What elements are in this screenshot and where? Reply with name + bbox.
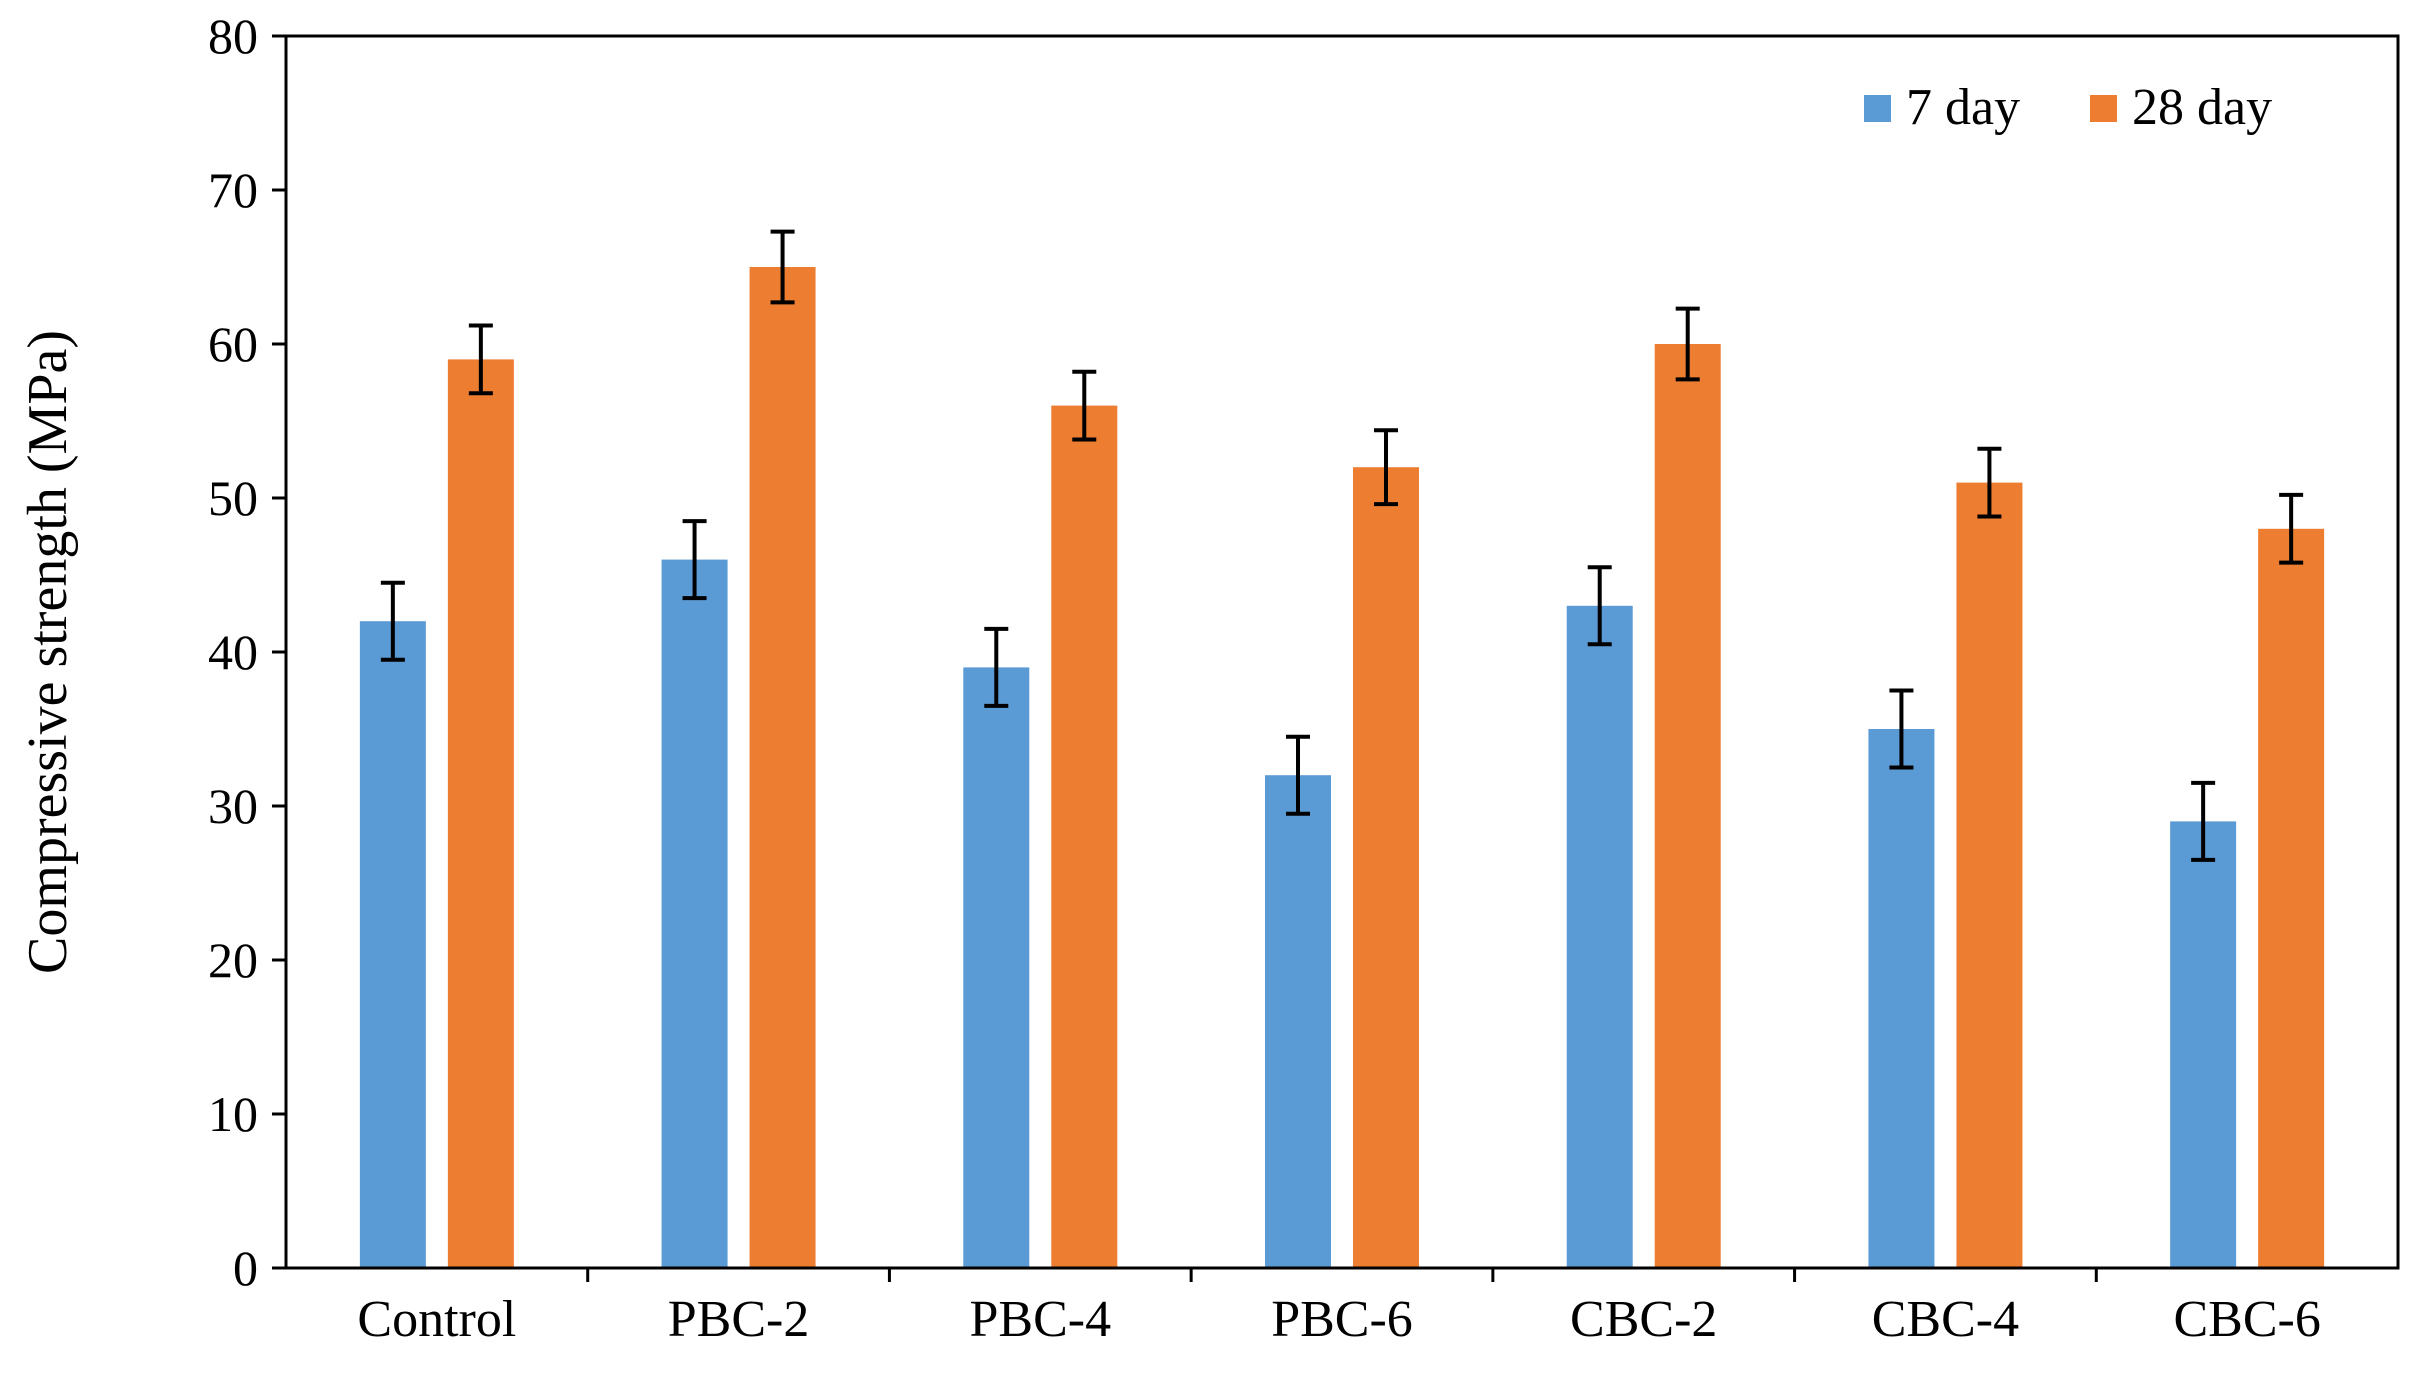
bar-7day <box>963 667 1030 1268</box>
bar-7day <box>1566 605 1633 1268</box>
x-tick-label: CBC-6 <box>2173 1291 2320 1348</box>
legend-swatch-28day <box>2090 95 2117 122</box>
legend: 7 day 28 day <box>1864 79 2272 136</box>
y-tick-label: 40 <box>208 624 258 680</box>
axes-layer <box>272 34 2400 1282</box>
y-tick-label: 0 <box>233 1240 258 1296</box>
bar-28day <box>2258 528 2325 1268</box>
x-tick-label: CBC-4 <box>1872 1291 2019 1348</box>
bars-layer <box>359 267 2325 1269</box>
y-tick-label: 80 <box>208 8 258 64</box>
bar-7day <box>1265 775 1331 1268</box>
bar-28day <box>1353 467 1419 1268</box>
plot-frame <box>284 34 2400 1270</box>
legend-swatch-7day <box>1864 95 1891 122</box>
bar-28day <box>1956 482 2023 1269</box>
x-tick-label: PBC-6 <box>1271 1291 1413 1348</box>
bar-7day <box>2170 821 2237 1268</box>
bar-28day <box>1051 405 1118 1269</box>
bar-7day <box>661 559 728 1268</box>
x-tick-label: CBC-2 <box>1570 1291 1717 1348</box>
legend-label-7day: 7 day <box>1906 79 2020 136</box>
bar-7day <box>1868 729 1935 1268</box>
y-tick-label: 30 <box>208 778 258 834</box>
x-tick-label: PBC-2 <box>668 1291 810 1348</box>
y-tick-label: 60 <box>208 316 258 372</box>
y-tick-label: 50 <box>208 470 258 526</box>
bar-7day <box>359 621 426 1268</box>
x-tick-label: PBC-4 <box>969 1291 1111 1348</box>
y-tick-label: 20 <box>208 932 258 988</box>
error-bars-layer <box>380 229 2304 862</box>
y-tick-label: 70 <box>208 162 258 218</box>
y-tick-label: 10 <box>208 1086 258 1142</box>
legend-label-28day: 28 day <box>2132 79 2272 136</box>
x-tick-label: Control <box>357 1291 516 1348</box>
tick-labels-layer: 0 10 20 30 40 50 60 70 80 Control PBC-2 PBC-4 PBC-6 C… <box>208 8 2321 1348</box>
bar-28day <box>1654 344 1721 1268</box>
y-axis-label: Compressive strength (MPa) <box>17 330 79 974</box>
bar-28day <box>749 267 816 1268</box>
bar-28day <box>447 359 514 1268</box>
